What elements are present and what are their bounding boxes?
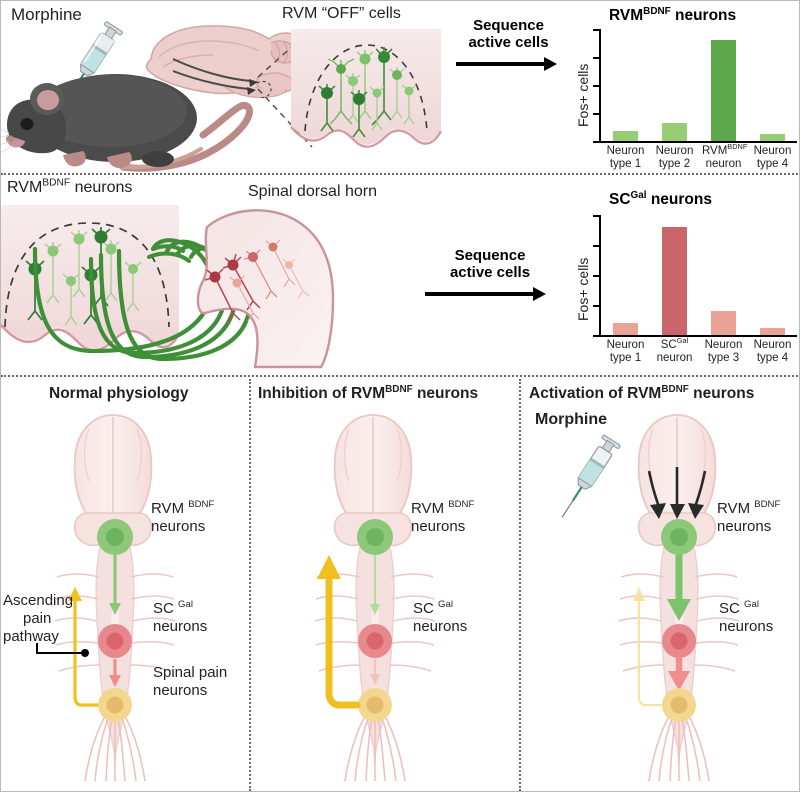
panel-a-ascending-line2: pain bbox=[23, 610, 52, 627]
chart2-bar-cell-1 bbox=[653, 215, 696, 335]
rvm-off-cells-label: RVM “OFF” cells bbox=[282, 5, 401, 22]
chart2-bar-3 bbox=[759, 327, 785, 335]
syringe-icon bbox=[66, 21, 123, 101]
chart1-ytick-4 bbox=[593, 29, 601, 31]
panel-c-rvm-label: RVM BDNF bbox=[717, 499, 781, 517]
row-separator-1 bbox=[1, 173, 799, 175]
chart1-ytick-3 bbox=[593, 57, 601, 59]
chart1-bar-0 bbox=[612, 130, 638, 141]
chart1-bar-3 bbox=[759, 134, 785, 141]
chart2-cat-1: SCGal neuron bbox=[656, 336, 693, 365]
chart2-ytick-2 bbox=[593, 275, 601, 277]
sequence2-label-line2: active cells bbox=[449, 264, 531, 282]
chart1-bar-cell-0 bbox=[604, 29, 647, 141]
panel-b-rvm-label: RVM BDNF bbox=[411, 499, 475, 517]
chart2-ylabel: Fos+ cells bbox=[575, 257, 591, 321]
chart1-cat-0: Neuron type 1 bbox=[606, 145, 645, 171]
morphine-label-top: Morphine bbox=[11, 5, 82, 24]
row2-panel: RVMBDNF neurons bbox=[1, 175, 799, 375]
panel-normal-physiology: Normal physiology bbox=[1, 377, 249, 791]
panel-a-spinal-label-line2: neurons bbox=[153, 682, 208, 699]
chart2-bar-cell-0 bbox=[604, 215, 647, 335]
brain-sagittal-icon bbox=[145, 25, 307, 99]
panel-c-morphine-label: Morphine bbox=[535, 411, 607, 428]
panel-activation: Activation of RVMBDNF neurons Morphine bbox=[521, 377, 799, 791]
sequence-label-line2: active cells bbox=[468, 34, 549, 52]
panel-b-sc-label: SC Gal bbox=[413, 599, 453, 617]
chart2-cat-2: Neuron type 3 bbox=[704, 339, 743, 365]
panel-a-rvm-label: RVM BDNF bbox=[151, 499, 215, 517]
chart1-bar-2 bbox=[710, 40, 736, 141]
column-separator-2 bbox=[519, 379, 521, 791]
chart1-ytick-0 bbox=[593, 141, 601, 143]
chart2-ytick-1 bbox=[593, 305, 601, 307]
chart2-bar-1 bbox=[661, 227, 687, 335]
sequence-active-cells-2: Sequence active cells bbox=[425, 247, 555, 301]
chart1-ytick-1 bbox=[593, 113, 601, 115]
panel-b-rvm-label-line2: neurons bbox=[411, 518, 466, 535]
brain-spinalcord-normal bbox=[54, 414, 176, 782]
brain-spinalcord-inhibition bbox=[314, 414, 436, 782]
sequence-arrow-2 bbox=[425, 286, 555, 301]
row1-panel: Morphine bbox=[1, 1, 799, 173]
chart2-categories: Neuron type 1 SCGal neuron Neuron type 3 Ne… bbox=[601, 336, 797, 365]
chart2-ytick-0 bbox=[593, 335, 601, 337]
panel-c-sc-label-line2: neurons bbox=[719, 618, 774, 635]
sequence-arrow-1 bbox=[456, 56, 561, 71]
panel-c-title: Activation of RVMBDNF neurons bbox=[529, 383, 755, 402]
chart2-ytick-4 bbox=[593, 215, 601, 217]
spinal-dorsal-horn-label: Spinal dorsal horn bbox=[248, 183, 377, 200]
chart2-bar-0 bbox=[612, 323, 638, 335]
panel-a-sc-label: SC Gal bbox=[153, 599, 193, 617]
row-separator-2 bbox=[1, 375, 799, 377]
panel-c-sc-label: SC Gal bbox=[719, 599, 759, 617]
mouse-icon bbox=[1, 74, 253, 172]
chart1-bar-cell-1 bbox=[653, 29, 696, 141]
chart2-bar-cell-3 bbox=[751, 215, 794, 335]
sequence2-label-line1: Sequence bbox=[454, 247, 526, 264]
chart1-cat-3: Neuron type 4 bbox=[753, 145, 792, 171]
chart1-plot bbox=[593, 29, 797, 143]
chart2-bars bbox=[601, 215, 797, 335]
brain-spinalcord-activation bbox=[618, 414, 740, 782]
chart2-ytick-3 bbox=[593, 245, 601, 247]
chart2-plot bbox=[593, 215, 797, 337]
chart1-bar-cell-2 bbox=[702, 29, 745, 141]
panel-a-title: Normal physiology bbox=[49, 385, 189, 402]
panel-b-sc-label-line2: neurons bbox=[413, 618, 468, 635]
panel-a-rvm-label-line2: neurons bbox=[151, 518, 206, 535]
sequence-active-cells-1: Sequence active cells bbox=[456, 17, 561, 71]
column-separator-1 bbox=[249, 379, 251, 791]
chart1-ytick-2 bbox=[593, 85, 601, 87]
chart2-title: SCGal neurons bbox=[609, 189, 712, 208]
chart1-title: RVMBDNF neurons bbox=[609, 5, 737, 24]
chart1-bars bbox=[601, 29, 797, 141]
panel-b-title: Inhibition of RVMBDNF neurons bbox=[258, 383, 479, 402]
syringe-icon-panel-c bbox=[561, 434, 621, 518]
chart1-cat-2: RVMBDNF neuron bbox=[701, 142, 748, 171]
ascending-pathway-leader-line bbox=[36, 643, 89, 657]
rvm-bdnf-neurons-label: RVMBDNF neurons bbox=[7, 177, 133, 196]
panel-c-rvm-label-line2: neurons bbox=[717, 518, 772, 535]
chart2-bar-2 bbox=[710, 311, 736, 335]
chart-sc-gal: SCGal neurons Fos+ cells Neuron type 1 SC… bbox=[569, 189, 799, 369]
chart2-cat-0: Neuron type 1 bbox=[606, 339, 645, 365]
panel-a-ascending-line3: pathway bbox=[3, 628, 59, 645]
chart2-bar-cell-2 bbox=[702, 215, 745, 335]
spinal-dorsal-horn-tissue bbox=[196, 209, 335, 369]
chart-rvm-bdnf: RVMBDNF neurons Fos+ cells Neuron type 1 … bbox=[569, 5, 799, 170]
chart1-bar-cell-3 bbox=[751, 29, 794, 141]
chart2-cat-3: Neuron type 4 bbox=[753, 339, 792, 365]
rvm-off-tissue bbox=[290, 29, 443, 148]
chart1-ylabel: Fos+ cells bbox=[575, 63, 591, 127]
panel-inhibition: Inhibition of RVMBDNF neurons bbox=[251, 377, 519, 791]
panel-a-spinal-label-line1: Spinal pain bbox=[153, 664, 228, 681]
panel-a-sc-label-line2: neurons bbox=[153, 618, 208, 635]
panel-a-ascending-line1: Ascending bbox=[3, 592, 74, 609]
chart1-bar-1 bbox=[661, 123, 687, 141]
chart1-cat-1: Neuron type 2 bbox=[655, 145, 694, 171]
chart1-categories: Neuron type 1 Neuron type 2 RVMBDNF neuron … bbox=[601, 142, 797, 171]
sequence-label-line1: Sequence bbox=[473, 17, 544, 34]
